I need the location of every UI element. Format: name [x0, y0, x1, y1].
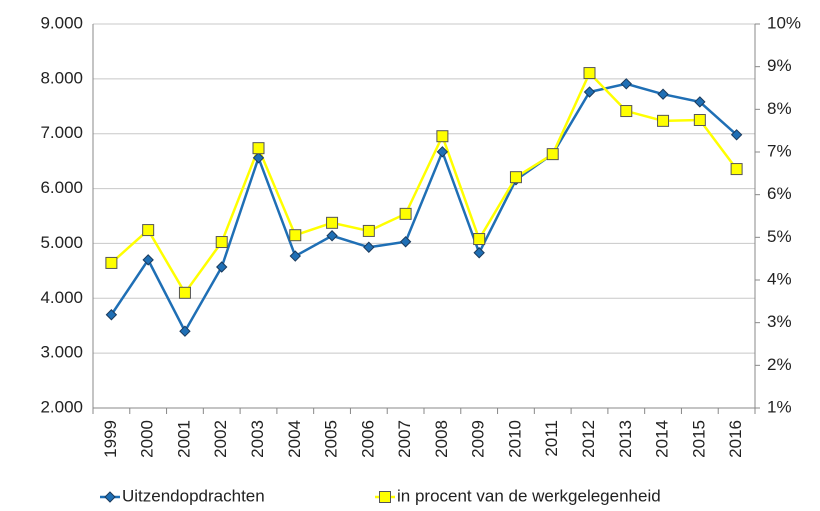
x-tick-label: 2003: [248, 420, 267, 458]
x-tick-label: 2000: [138, 420, 157, 458]
point: [730, 163, 743, 176]
y-tick-label: 4.000: [40, 288, 83, 307]
x-tick-label: 2008: [432, 420, 451, 458]
x-tick-label: 2013: [616, 420, 635, 458]
x-tick-label: 2005: [322, 420, 341, 458]
point: [105, 256, 118, 269]
y-tick-label: 2.000: [40, 397, 83, 416]
x-tick-label: 2015: [689, 420, 708, 458]
y2-tick-label: 1%: [767, 397, 792, 416]
point: [326, 216, 339, 229]
point: [620, 78, 632, 90]
y-tick-label: 8.000: [40, 68, 83, 87]
x-tick-label: 1999: [101, 420, 120, 458]
point: [179, 325, 191, 337]
point: [730, 129, 743, 141]
x-tick-label: 2002: [211, 420, 230, 458]
legend-label: Uitzendopdrachten: [122, 486, 265, 505]
point: [215, 236, 228, 249]
point: [252, 152, 265, 164]
point: [657, 114, 670, 127]
x-tick-label: 2014: [653, 420, 672, 458]
point: [657, 88, 669, 100]
y2-tick-label: 5%: [767, 227, 792, 246]
y-tick-label: 9.000: [40, 13, 83, 32]
point: [620, 105, 633, 118]
point: [289, 229, 302, 242]
x-tick-label: 2007: [395, 420, 414, 458]
point: [399, 236, 412, 248]
legend-label: in procent van de werkgelegenheid: [397, 486, 661, 505]
x-tick-label: 2016: [726, 420, 745, 458]
point: [509, 171, 522, 184]
point: [142, 254, 154, 266]
y2-tick-label: 6%: [767, 184, 792, 203]
y2-tick-label: 10%: [767, 13, 801, 32]
point: [252, 142, 265, 155]
point: [546, 148, 559, 161]
x-tick-label: 2006: [358, 420, 377, 458]
point: [362, 224, 375, 237]
y-tick-label: 5.000: [40, 233, 83, 252]
y2-tick-label: 7%: [767, 141, 792, 160]
series-line: [110, 70, 738, 296]
point: [178, 286, 191, 299]
point: [142, 224, 155, 237]
point: [693, 114, 706, 126]
x-tick-label: 2011: [542, 420, 561, 457]
x-tick-label: 2009: [469, 420, 488, 458]
point: [473, 247, 485, 259]
point: [694, 96, 706, 108]
point: [583, 67, 596, 80]
y2-tick-label: 4%: [767, 269, 792, 288]
y2-tick-label: 9%: [767, 56, 792, 75]
y2-tick-label: 2%: [767, 355, 792, 374]
point: [473, 233, 486, 246]
x-tick-label: 2004: [285, 420, 304, 458]
point: [105, 309, 118, 321]
series-line: [110, 82, 738, 334]
y-tick-label: 3.000: [40, 343, 83, 362]
point: [583, 86, 596, 98]
point: [216, 261, 228, 273]
point: [399, 207, 412, 220]
y-tick-label: 6.000: [40, 178, 83, 197]
y2-tick-label: 3%: [767, 312, 792, 331]
y2-tick-label: 8%: [767, 99, 792, 118]
point: [436, 130, 449, 143]
x-tick-label: 2012: [579, 420, 598, 458]
point: [289, 250, 301, 262]
point: [363, 241, 375, 253]
point: [436, 146, 449, 158]
y-tick-label: 7.000: [40, 123, 83, 142]
legend-marker: [379, 491, 391, 503]
point: [326, 230, 338, 242]
x-tick-label: 2001: [174, 420, 193, 458]
x-tick-label: 2010: [505, 420, 524, 458]
legend-marker: [104, 491, 116, 503]
